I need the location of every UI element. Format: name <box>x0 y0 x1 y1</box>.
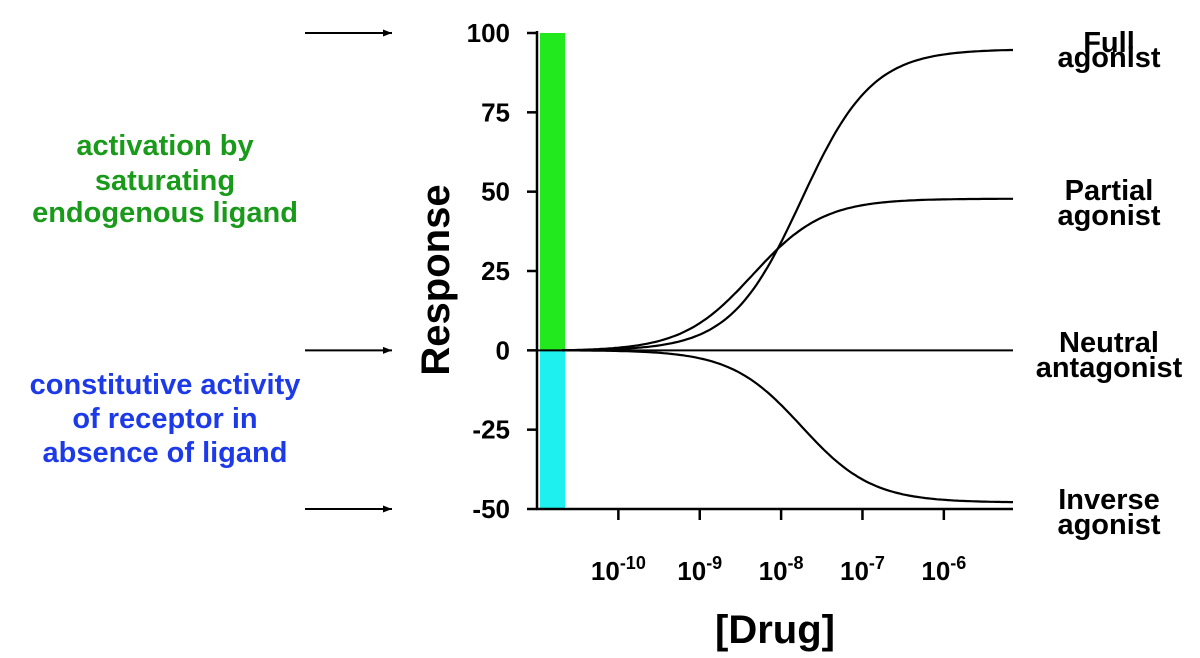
x-tick-base: 10 <box>840 556 869 586</box>
y-tick-label: 100 <box>467 18 510 48</box>
y-tick-label: -25 <box>472 415 510 445</box>
series-label-neutral-antagonist: Neutral <box>1059 327 1159 359</box>
x-tick-exponent: -9 <box>706 553 722 573</box>
activation-note-line: activation by <box>76 130 253 162</box>
x-tick-exponent: -6 <box>950 553 966 573</box>
y-tick-label: 25 <box>481 256 510 286</box>
activation-note-line: endogenous ligand <box>32 197 298 229</box>
constitutive-note-line: absence of ligand <box>43 437 288 469</box>
x-tick-base: 10 <box>921 556 950 586</box>
curve-partial-agonist <box>562 197 1013 352</box>
series-label-full-agonist: agonist <box>1057 42 1160 74</box>
x-tick-label: 10-7 <box>840 553 885 586</box>
x-axis-label: [Drug] <box>715 608 835 652</box>
curve-full-agonist <box>562 48 1013 352</box>
x-tick-label: 10-6 <box>921 553 966 586</box>
series-label-neutral-antagonist: antagonist <box>1036 352 1183 384</box>
x-tick-base: 10 <box>759 556 788 586</box>
series-label-inverse-agonist: Inverse <box>1058 484 1160 516</box>
series-label-partial-agonist: Partial <box>1065 175 1154 207</box>
y-tick-label: -50 <box>472 494 510 524</box>
x-tick-base: 10 <box>591 556 620 586</box>
series-label-inverse-agonist: agonist <box>1057 509 1160 541</box>
x-tick-label: 10-8 <box>759 553 804 586</box>
y-tick-label: 0 <box>496 335 510 365</box>
x-tick-label: 10-9 <box>677 553 722 586</box>
x-tick-base: 10 <box>677 556 706 586</box>
activation-note-line: saturating <box>95 165 235 197</box>
x-tick-label: 10-10 <box>591 553 646 586</box>
y-tick-label: 50 <box>481 177 510 207</box>
constitutive-note-line: of receptor in <box>72 403 257 435</box>
constitutive-note-line: constitutive activity <box>30 369 301 401</box>
x-tick-exponent: -8 <box>788 553 804 573</box>
y-tick-label: 75 <box>481 97 510 127</box>
curve-inverse-agonist <box>562 349 1013 504</box>
series-label-partial-agonist: agonist <box>1057 200 1160 232</box>
y-axis-label: Response <box>414 184 458 375</box>
series-label-full-agonist: Full <box>1083 27 1135 59</box>
band-constitutive <box>540 350 565 509</box>
band-activation <box>540 33 565 351</box>
x-tick-exponent: -7 <box>869 553 885 573</box>
x-tick-exponent: -10 <box>620 553 646 573</box>
